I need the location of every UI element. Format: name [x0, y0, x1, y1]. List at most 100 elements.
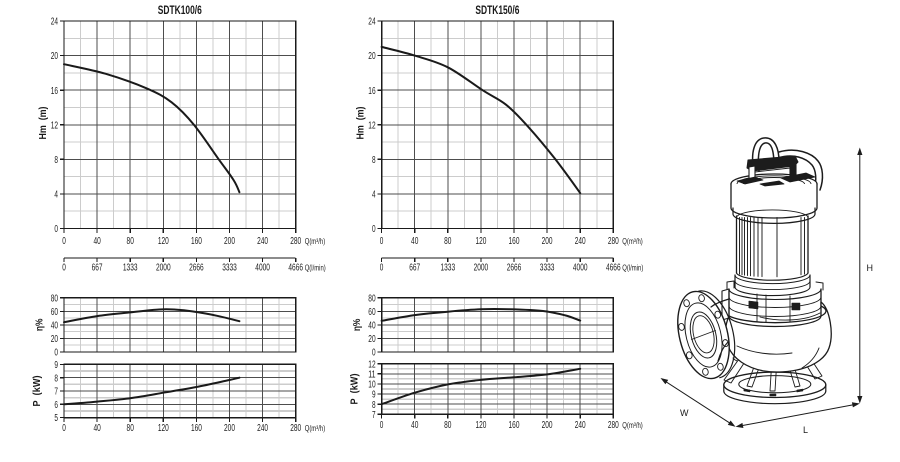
- svg-text:200: 200: [542, 420, 553, 431]
- svg-text:6: 6: [54, 400, 58, 411]
- svg-text:1333: 1333: [441, 262, 456, 273]
- svg-text:2666: 2666: [507, 262, 522, 273]
- svg-text:40: 40: [411, 236, 419, 247]
- svg-text:160: 160: [509, 236, 520, 247]
- svg-text:20: 20: [368, 51, 376, 62]
- svg-text:200: 200: [542, 236, 553, 247]
- svg-text:12: 12: [368, 120, 376, 131]
- svg-text:200: 200: [224, 423, 235, 434]
- svg-text:40: 40: [51, 321, 59, 332]
- svg-text:η%: η%: [352, 319, 363, 332]
- svg-text:2000: 2000: [156, 262, 171, 273]
- svg-text:40: 40: [368, 321, 376, 332]
- svg-text:0: 0: [54, 348, 58, 359]
- svg-text:3333: 3333: [222, 262, 237, 273]
- svg-text:SDTK150/6: SDTK150/6: [475, 3, 519, 17]
- svg-text:120: 120: [475, 236, 486, 247]
- svg-text:0: 0: [380, 262, 384, 273]
- svg-text:667: 667: [409, 262, 420, 273]
- svg-text:Q(m³/h): Q(m³/h): [305, 237, 326, 246]
- svg-text:12: 12: [51, 120, 59, 131]
- svg-text:Hm (m): Hm (m): [356, 107, 367, 140]
- svg-text:Hm (m): Hm (m): [38, 107, 49, 140]
- svg-text:40: 40: [93, 423, 101, 434]
- svg-text:20: 20: [51, 51, 59, 62]
- svg-text:80: 80: [127, 236, 135, 247]
- svg-text:2000: 2000: [474, 262, 489, 273]
- svg-text:3333: 3333: [540, 262, 555, 273]
- svg-text:0: 0: [62, 423, 66, 434]
- svg-text:Q(m³/h): Q(m³/h): [305, 424, 326, 433]
- svg-text:667: 667: [92, 262, 103, 273]
- svg-text:16: 16: [368, 86, 376, 97]
- svg-text:120: 120: [475, 420, 486, 431]
- svg-text:240: 240: [257, 423, 268, 434]
- svg-text:1333: 1333: [123, 262, 138, 273]
- svg-text:20: 20: [51, 334, 59, 345]
- svg-text:7: 7: [54, 387, 58, 398]
- svg-text:0: 0: [372, 348, 376, 359]
- svg-text:160: 160: [509, 420, 520, 431]
- svg-text:10: 10: [368, 380, 376, 391]
- svg-text:H: H: [867, 263, 874, 273]
- svg-text:Q(l/min): Q(l/min): [622, 263, 643, 272]
- svg-text:16: 16: [51, 86, 59, 97]
- svg-text:4: 4: [372, 190, 376, 201]
- svg-text:0: 0: [62, 236, 66, 247]
- svg-text:240: 240: [575, 236, 586, 247]
- svg-text:4666: 4666: [606, 262, 621, 273]
- svg-text:20: 20: [368, 334, 376, 345]
- svg-text:0: 0: [54, 224, 58, 235]
- svg-text:5: 5: [54, 413, 58, 424]
- svg-text:Q(m³/h): Q(m³/h): [622, 237, 643, 246]
- svg-text:SDTK100/6: SDTK100/6: [158, 3, 202, 17]
- svg-text:9: 9: [372, 390, 376, 401]
- svg-text:8: 8: [54, 373, 58, 384]
- svg-text:11: 11: [368, 369, 376, 380]
- svg-text:9: 9: [54, 360, 58, 371]
- svg-text:8: 8: [54, 155, 58, 166]
- svg-text:40: 40: [93, 236, 101, 247]
- svg-text:240: 240: [575, 420, 586, 431]
- svg-text:Q(m³/h): Q(m³/h): [622, 421, 643, 430]
- svg-text:24: 24: [51, 17, 59, 28]
- svg-text:4: 4: [54, 190, 58, 201]
- svg-text:P (kW): P (kW): [350, 374, 361, 405]
- svg-text:0: 0: [380, 420, 384, 431]
- svg-text:4000: 4000: [255, 262, 270, 273]
- svg-text:120: 120: [158, 423, 169, 434]
- svg-text:0: 0: [380, 236, 384, 247]
- svg-text:60: 60: [368, 307, 376, 318]
- svg-text:80: 80: [444, 420, 452, 431]
- svg-text:2666: 2666: [189, 262, 204, 273]
- svg-text:60: 60: [51, 307, 59, 318]
- svg-text:W: W: [680, 408, 689, 418]
- svg-text:40: 40: [411, 420, 419, 431]
- svg-text:80: 80: [51, 293, 59, 304]
- svg-text:120: 120: [158, 236, 169, 247]
- svg-text:280: 280: [608, 420, 619, 431]
- svg-text:8: 8: [372, 155, 376, 166]
- svg-text:0: 0: [62, 262, 66, 273]
- svg-text:7: 7: [372, 410, 376, 421]
- svg-text:280: 280: [608, 236, 619, 247]
- svg-text:L: L: [803, 425, 808, 435]
- svg-text:280: 280: [290, 236, 301, 247]
- svg-text:P (kW): P (kW): [32, 376, 43, 407]
- svg-text:4000: 4000: [573, 262, 588, 273]
- svg-text:240: 240: [257, 236, 268, 247]
- svg-text:0: 0: [372, 224, 376, 235]
- svg-text:4666: 4666: [288, 262, 303, 273]
- svg-text:Q(l/min): Q(l/min): [305, 263, 326, 272]
- svg-text:8: 8: [372, 400, 376, 411]
- svg-text:24: 24: [368, 17, 376, 28]
- svg-text:280: 280: [290, 423, 301, 434]
- svg-text:η%: η%: [35, 319, 46, 332]
- svg-text:160: 160: [191, 423, 202, 434]
- svg-text:80: 80: [368, 293, 376, 304]
- svg-text:80: 80: [127, 423, 135, 434]
- svg-text:80: 80: [444, 236, 452, 247]
- svg-text:12: 12: [368, 359, 376, 370]
- svg-text:160: 160: [191, 236, 202, 247]
- svg-text:200: 200: [224, 236, 235, 247]
